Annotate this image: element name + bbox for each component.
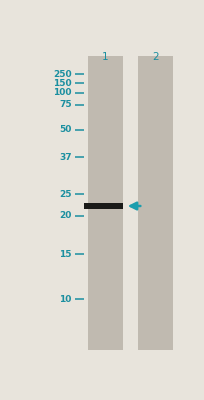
Text: 15: 15 [59,250,71,259]
Text: 2: 2 [152,52,159,62]
Text: 1: 1 [101,52,108,62]
Bar [87,56,122,350]
Text: 100: 100 [53,88,71,97]
Text: 250: 250 [53,70,71,79]
Text: 150: 150 [53,79,71,88]
Text: 50: 50 [59,125,71,134]
Bar [138,56,173,350]
Text: 20: 20 [59,211,71,220]
Text: 75: 75 [59,100,71,110]
Text: 10: 10 [59,294,71,304]
Text: 37: 37 [59,153,71,162]
Bar [83,203,123,209]
Text: 25: 25 [59,190,71,199]
